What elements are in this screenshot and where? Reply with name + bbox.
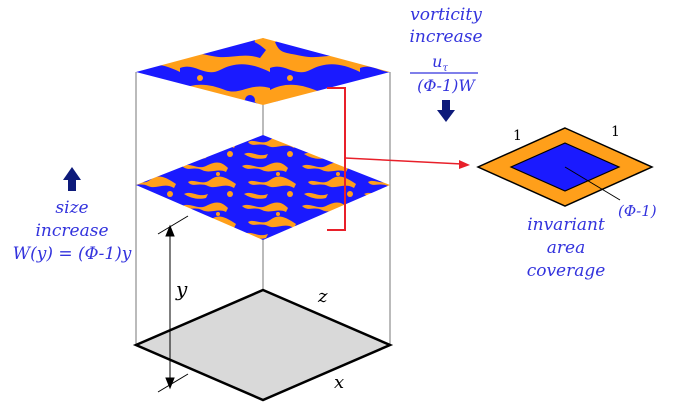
phi-label: (Φ-1) bbox=[618, 202, 657, 220]
coverage-label: coverage bbox=[527, 261, 606, 281]
side-length-left: 1 bbox=[513, 128, 522, 144]
axis-y-label: y bbox=[175, 277, 188, 301]
middle-plane bbox=[136, 135, 390, 240]
side-length-right: 1 bbox=[611, 124, 620, 140]
frac-sub: τ bbox=[442, 63, 448, 74]
up-arrow-icon bbox=[63, 167, 81, 191]
axis-z-label: z bbox=[317, 286, 328, 307]
velocity-numerator: uτ bbox=[432, 52, 448, 74]
size-formula: W(y) = (Φ-1)y bbox=[13, 244, 132, 264]
vorticity-label: vorticity bbox=[410, 5, 482, 25]
top-plane bbox=[136, 38, 390, 105]
velocity-denominator: (Φ-1)W bbox=[417, 76, 476, 95]
floor-plane bbox=[132, 288, 394, 402]
size-increase-label: increase bbox=[35, 221, 108, 241]
size-label: size bbox=[55, 198, 88, 218]
red-bracket bbox=[327, 87, 346, 231]
phi-leader-line bbox=[564, 166, 621, 201]
frac-num: u bbox=[432, 52, 442, 71]
down-arrow-icon bbox=[437, 100, 455, 122]
vorticity-increase-label: increase bbox=[409, 27, 482, 47]
y-dimension bbox=[157, 215, 189, 393]
red-arrow bbox=[344, 157, 470, 169]
axis-x-label: x bbox=[334, 372, 344, 393]
area-label: area bbox=[547, 238, 585, 258]
invariant-label: invariant bbox=[527, 215, 605, 235]
